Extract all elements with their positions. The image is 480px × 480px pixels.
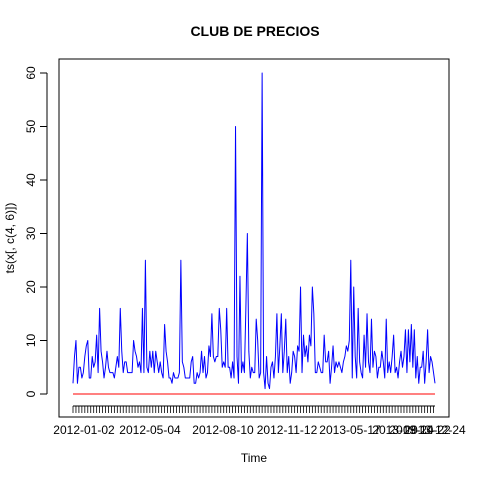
x-axis: 2012-01-02 2012-05-04 2012-08-10 2012-11-12…	[53, 405, 466, 437]
x-tick-label: 2012-01-02	[53, 423, 115, 437]
x-tick-label: 2013-09-24	[372, 423, 434, 437]
chart-title: CLUB DE PRECIOS	[190, 23, 319, 39]
series-line-blue	[72, 72, 436, 390]
y-tick-label: 60	[24, 66, 38, 80]
y-tick-label: 0	[24, 390, 38, 397]
x-tick-label: 2013-05-17	[319, 423, 381, 437]
y-tick-label: 30	[24, 227, 38, 241]
y-tick-label: 50	[24, 120, 38, 134]
y-axis-label: ts(x[, c(4, 6)])	[3, 203, 17, 274]
x-tick-label: 2012-08-10	[192, 423, 254, 437]
x-tick-label: 2013-12-24	[404, 423, 466, 437]
x-tick-label: 2012-11-12	[257, 423, 318, 437]
y-tick-label: 20	[24, 280, 38, 294]
x-tick-label: 2012-05-04	[119, 423, 181, 437]
y-axis: 0 10 20 30 40 50 60	[24, 66, 48, 397]
x-tick-label: 2013-10-22	[389, 423, 451, 437]
y-tick-label: 10	[24, 334, 38, 348]
plot-frame	[58, 58, 450, 418]
y-tick-label: 40	[24, 173, 38, 187]
series-layer	[72, 72, 436, 395]
x-axis-label: Time	[241, 451, 268, 465]
